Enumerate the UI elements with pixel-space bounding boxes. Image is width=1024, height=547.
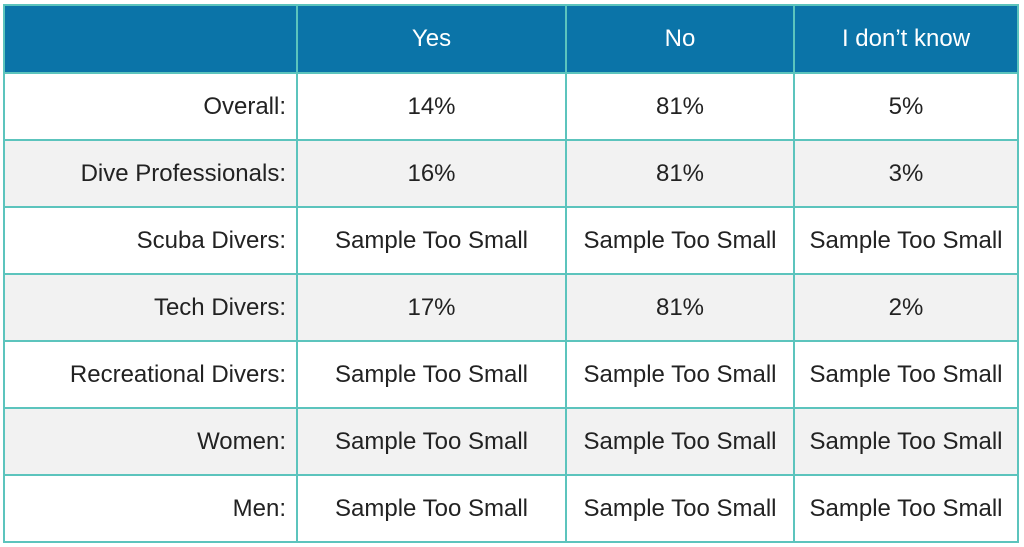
table-row: Men: Sample Too Small Sample Too Small S…	[3, 474, 1019, 543]
row-label: Overall:	[3, 72, 298, 141]
cell-dont-know: Sample Too Small	[793, 407, 1019, 476]
header-row: Yes No I don’t know	[3, 4, 1019, 74]
table-row: Scuba Divers: Sample Too Small Sample To…	[3, 206, 1019, 275]
row-label: Scuba Divers:	[3, 206, 298, 275]
row-label: Dive Professionals:	[3, 139, 298, 208]
table-body: Overall: 14% 81% 5% Dive Professionals: …	[3, 72, 1019, 543]
table-header: Yes No I don’t know	[3, 4, 1019, 74]
cell-yes: 14%	[296, 72, 567, 141]
table-row: Overall: 14% 81% 5%	[3, 72, 1019, 141]
table-row: Women: Sample Too Small Sample Too Small…	[3, 407, 1019, 476]
cell-yes: 16%	[296, 139, 567, 208]
cell-no: 81%	[565, 72, 795, 141]
cell-no: Sample Too Small	[565, 407, 795, 476]
header-dont-know: I don’t know	[793, 4, 1019, 74]
cell-yes: 17%	[296, 273, 567, 342]
cell-dont-know: Sample Too Small	[793, 474, 1019, 543]
cell-no: Sample Too Small	[565, 340, 795, 409]
cell-yes: Sample Too Small	[296, 340, 567, 409]
cell-yes: Sample Too Small	[296, 206, 567, 275]
table-row: Dive Professionals: 16% 81% 3%	[3, 139, 1019, 208]
header-no: No	[565, 4, 795, 74]
cell-no: 81%	[565, 139, 795, 208]
results-table-container: Yes No I don’t know Overall: 14% 81% 5% …	[3, 4, 1019, 543]
cell-no: Sample Too Small	[565, 206, 795, 275]
cell-yes: Sample Too Small	[296, 407, 567, 476]
results-table: Yes No I don’t know Overall: 14% 81% 5% …	[3, 4, 1019, 543]
cell-dont-know: 5%	[793, 72, 1019, 141]
row-label: Recreational Divers:	[3, 340, 298, 409]
row-label: Women:	[3, 407, 298, 476]
row-label: Men:	[3, 474, 298, 543]
table-row: Tech Divers: 17% 81% 2%	[3, 273, 1019, 342]
table-row: Recreational Divers: Sample Too Small Sa…	[3, 340, 1019, 409]
cell-no: Sample Too Small	[565, 474, 795, 543]
row-label: Tech Divers:	[3, 273, 298, 342]
cell-no: 81%	[565, 273, 795, 342]
header-corner-cell	[3, 4, 298, 74]
cell-dont-know: Sample Too Small	[793, 206, 1019, 275]
cell-dont-know: 2%	[793, 273, 1019, 342]
cell-dont-know: Sample Too Small	[793, 340, 1019, 409]
header-yes: Yes	[296, 4, 567, 74]
cell-dont-know: 3%	[793, 139, 1019, 208]
cell-yes: Sample Too Small	[296, 474, 567, 543]
